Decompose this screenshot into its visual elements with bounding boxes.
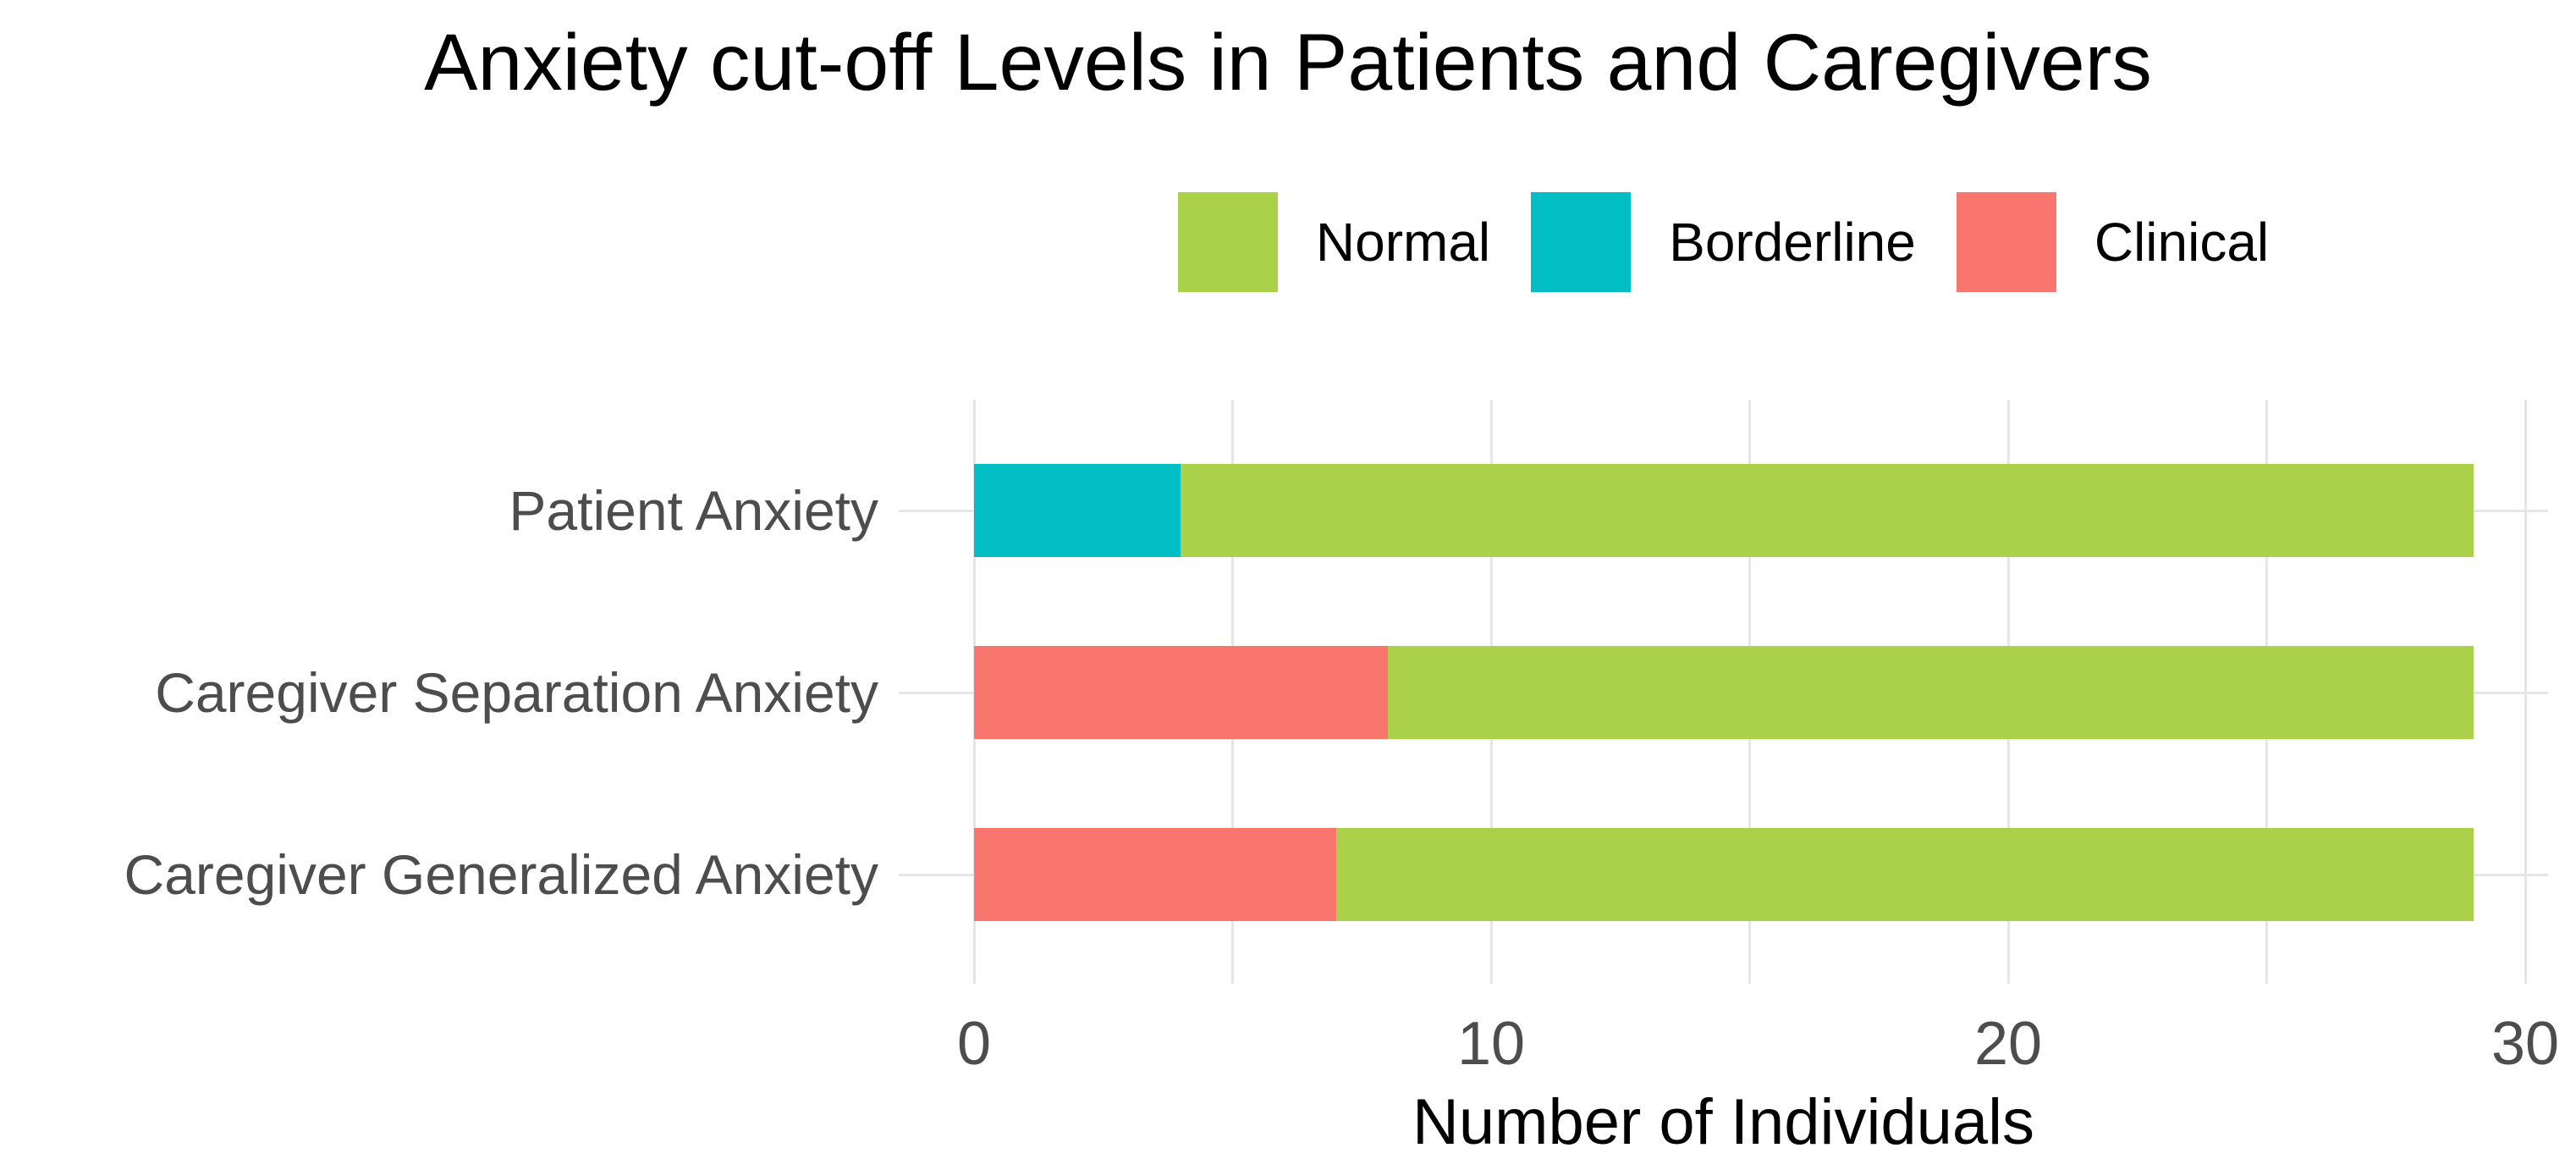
y-axis-labels: Patient Anxiety Caregiver Separation Anx… xyxy=(0,0,878,1170)
legend-item-normal: Normal xyxy=(1177,192,1491,292)
y-axis-label-caregiver-separation-anxiety: Caregiver Separation Anxiety xyxy=(155,661,878,724)
legend-label-normal: Normal xyxy=(1315,212,1491,273)
x-axis-title: Number of Individuals xyxy=(1412,1086,2035,1158)
x-tick-label-20: 20 xyxy=(1973,1010,2043,1078)
chart-title: Anxiety cut-off Levels in Patients and C… xyxy=(424,18,2152,108)
legend: Normal Borderline Clinical xyxy=(899,192,2548,292)
x-tick-label-30: 30 xyxy=(2491,1010,2560,1078)
x-tick-label-0: 0 xyxy=(956,1010,992,1078)
x-tick-label-10: 10 xyxy=(1456,1010,1526,1078)
bar-caregiver-generalized-anxiety xyxy=(974,828,2474,921)
bar-segment-clinical xyxy=(974,828,1336,921)
bar-segment-borderline xyxy=(974,464,1181,557)
legend-item-clinical: Clinical xyxy=(1956,192,2270,292)
y-axis-label-caregiver-generalized-anxiety: Caregiver Generalized Anxiety xyxy=(124,843,878,906)
legend-swatch-borderline xyxy=(1531,192,1632,292)
bar-segment-normal xyxy=(1387,646,2474,739)
bar-segment-normal xyxy=(1335,828,2474,921)
bar-segment-clinical xyxy=(974,646,1388,739)
bar-patient-anxiety xyxy=(974,464,2474,557)
legend-label-borderline: Borderline xyxy=(1669,212,1916,273)
bar-caregiver-separation-anxiety xyxy=(974,646,2474,739)
legend-swatch-normal xyxy=(1177,192,1278,292)
bar-segment-normal xyxy=(1181,464,2474,557)
legend-item-borderline: Borderline xyxy=(1531,192,1916,292)
legend-swatch-clinical xyxy=(1956,192,2056,292)
y-axis-label-patient-anxiety: Patient Anxiety xyxy=(509,479,878,542)
plot-panel xyxy=(899,400,2548,984)
legend-label-clinical: Clinical xyxy=(2094,212,2270,273)
x-axis-tick-labels: 0 10 20 30 xyxy=(899,1009,2559,1080)
